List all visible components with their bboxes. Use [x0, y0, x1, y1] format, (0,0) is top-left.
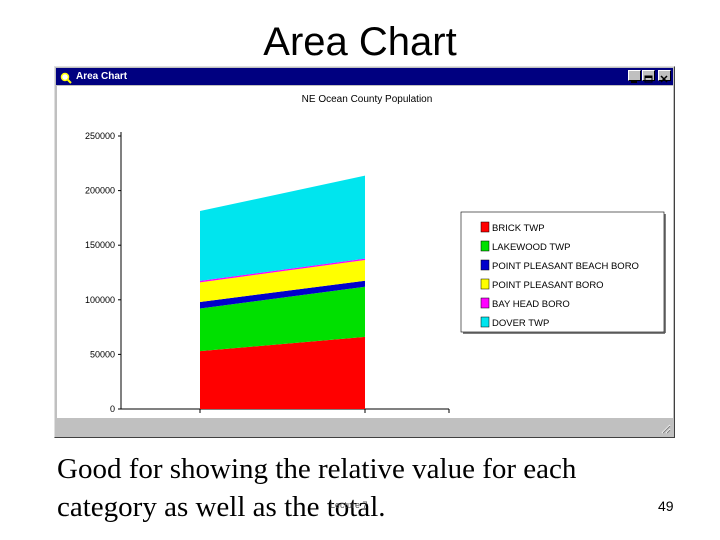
legend-label: POINT PLEASANT BORO [492, 280, 604, 291]
slide-number: 49 [658, 498, 674, 514]
legend-swatch [480, 221, 490, 233]
area-series [200, 258, 365, 283]
legend-swatch [480, 278, 490, 290]
legend-swatch [480, 297, 490, 309]
area-chart: NE Ocean County Population 0 50000 100000 1… [85, 94, 666, 429]
legend-swatch [480, 240, 490, 252]
area-series [200, 336, 365, 409]
legend-label: BRICK TWP [492, 223, 545, 234]
y-tick-label: 0 [110, 404, 115, 414]
legend-label: BAY HEAD BORO [492, 299, 570, 310]
slide-body-text: Good for showing the relative value for … [57, 453, 577, 523]
legend-swatch [480, 316, 490, 328]
area-series [200, 286, 365, 352]
chart-area: NE Ocean County Population 0 50000 100000 1… [57, 86, 673, 429]
chart-window: Area Chart NE Ocean County Population 0 5… [54, 66, 675, 438]
legend-box [460, 211, 665, 333]
y-tick-label: 150000 [85, 240, 115, 250]
y-tick-label: 50000 [90, 349, 115, 359]
area-series [200, 259, 365, 302]
y-tick-label: 250000 [85, 131, 115, 141]
area-series [200, 175, 365, 281]
window-titlebar[interactable]: Area Chart [56, 68, 673, 85]
slide-footer-label: Lecture 7 [330, 500, 368, 510]
maximize-icon [644, 75, 653, 83]
y-tick-label: 200000 [85, 186, 115, 196]
minimize-button[interactable] [628, 70, 641, 83]
legend-label: LAKEWOOD TWP [492, 242, 570, 253]
minimize-icon [631, 81, 637, 83]
resize-grip-icon[interactable] [659, 422, 671, 434]
legend-label: DOVER TWP [492, 318, 549, 329]
status-bar [57, 419, 673, 436]
window-title: Area Chart [76, 71, 128, 82]
close-button[interactable] [658, 70, 671, 83]
legend-swatch [480, 259, 490, 271]
area-series [200, 280, 365, 309]
close-icon [660, 75, 668, 83]
slide-title: Area Chart [263, 20, 457, 64]
magnifier-icon [60, 71, 72, 84]
y-tick-label: 100000 [85, 295, 115, 305]
maximize-button[interactable] [642, 70, 655, 83]
legend-label: POINT PLEASANT BEACH BORO [492, 261, 639, 272]
chart-title: NE Ocean County Population [302, 94, 433, 105]
